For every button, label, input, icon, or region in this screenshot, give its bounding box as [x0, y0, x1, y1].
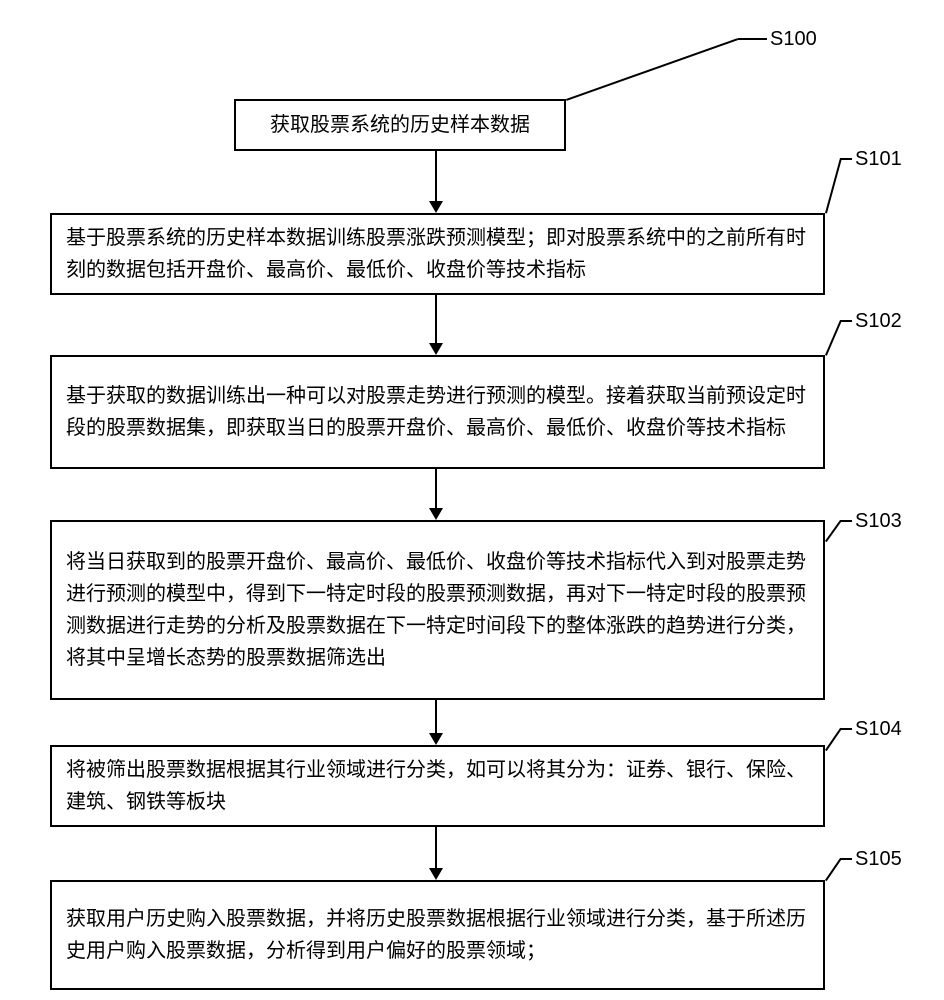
- arrow-head-icon: [429, 868, 443, 880]
- node-text: 基于股票系统的历史样本数据训练股票涨跌预测模型；即对股票系统中的之前所有时刻的数…: [66, 222, 809, 286]
- leader-line-horizontal: [840, 520, 852, 522]
- arrow-line: [435, 469, 437, 510]
- node-text: 将当日获取到的股票开盘价、最高价、最低价、收盘价等技术指标代入到对股票走势进行预…: [66, 546, 809, 674]
- arrow-head-icon: [429, 343, 443, 355]
- flowchart-node-s104: 将被筛出股票数据根据其行业领域进行分类，如可以将其分为：证券、银行、保险、建筑、…: [50, 745, 825, 827]
- leader-line-horizontal: [840, 728, 852, 730]
- leader-line-diagonal: [825, 158, 842, 214]
- leader-line-diagonal: [566, 38, 739, 101]
- flowchart-label-s104: S104: [855, 718, 902, 741]
- flowchart-label-s100: S100: [770, 28, 817, 51]
- flowchart-node-s103: 将当日获取到的股票开盘价、最高价、最低价、收盘价等技术指标代入到对股票走势进行预…: [50, 520, 825, 700]
- leader-line-horizontal: [840, 158, 852, 160]
- flowchart-node-s101: 基于股票系统的历史样本数据训练股票涨跌预测模型；即对股票系统中的之前所有时刻的数…: [50, 213, 825, 295]
- leader-line-diagonal: [825, 728, 842, 751]
- flowchart-node-s105: 获取用户历史购入股票数据，并将历史股票数据根据行业领域进行分类，基于所述历史用户…: [50, 880, 825, 990]
- leader-line-horizontal: [840, 858, 852, 860]
- arrow-line: [435, 827, 437, 870]
- leader-line-diagonal: [825, 858, 842, 881]
- node-text: 获取股票系统的历史样本数据: [270, 109, 530, 141]
- arrow-head-icon: [429, 733, 443, 745]
- flowchart-label-s105: S105: [855, 848, 902, 871]
- arrow-head-icon: [429, 508, 443, 520]
- flowchart-label-s103: S103: [855, 510, 902, 533]
- leader-line-diagonal: [825, 520, 842, 542]
- flowchart-container: 获取股票系统的历史样本数据 S100 基于股票系统的历史样本数据训练股票涨跌预测模型…: [0, 0, 944, 1000]
- arrow-line: [435, 151, 437, 203]
- leader-line-horizontal: [840, 320, 852, 322]
- node-text: 将被筛出股票数据根据其行业领域进行分类，如可以将其分为：证券、银行、保险、建筑、…: [66, 754, 809, 818]
- node-text: 基于获取的数据训练出一种可以对股票走势进行预测的模型。接着获取当前预设定时段的股…: [66, 380, 809, 444]
- leader-line-diagonal: [825, 320, 842, 356]
- arrow-head-icon: [429, 201, 443, 213]
- leader-line-horizontal: [738, 38, 767, 40]
- arrow-line: [435, 295, 437, 345]
- flowchart-label-s102: S102: [855, 310, 902, 333]
- node-text: 获取用户历史购入股票数据，并将历史股票数据根据行业领域进行分类，基于所述历史用户…: [66, 903, 809, 967]
- arrow-line: [435, 700, 437, 735]
- flowchart-node-s100: 获取股票系统的历史样本数据: [234, 99, 566, 151]
- flowchart-label-s101: S101: [855, 148, 902, 171]
- flowchart-node-s102: 基于获取的数据训练出一种可以对股票走势进行预测的模型。接着获取当前预设定时段的股…: [50, 355, 825, 469]
